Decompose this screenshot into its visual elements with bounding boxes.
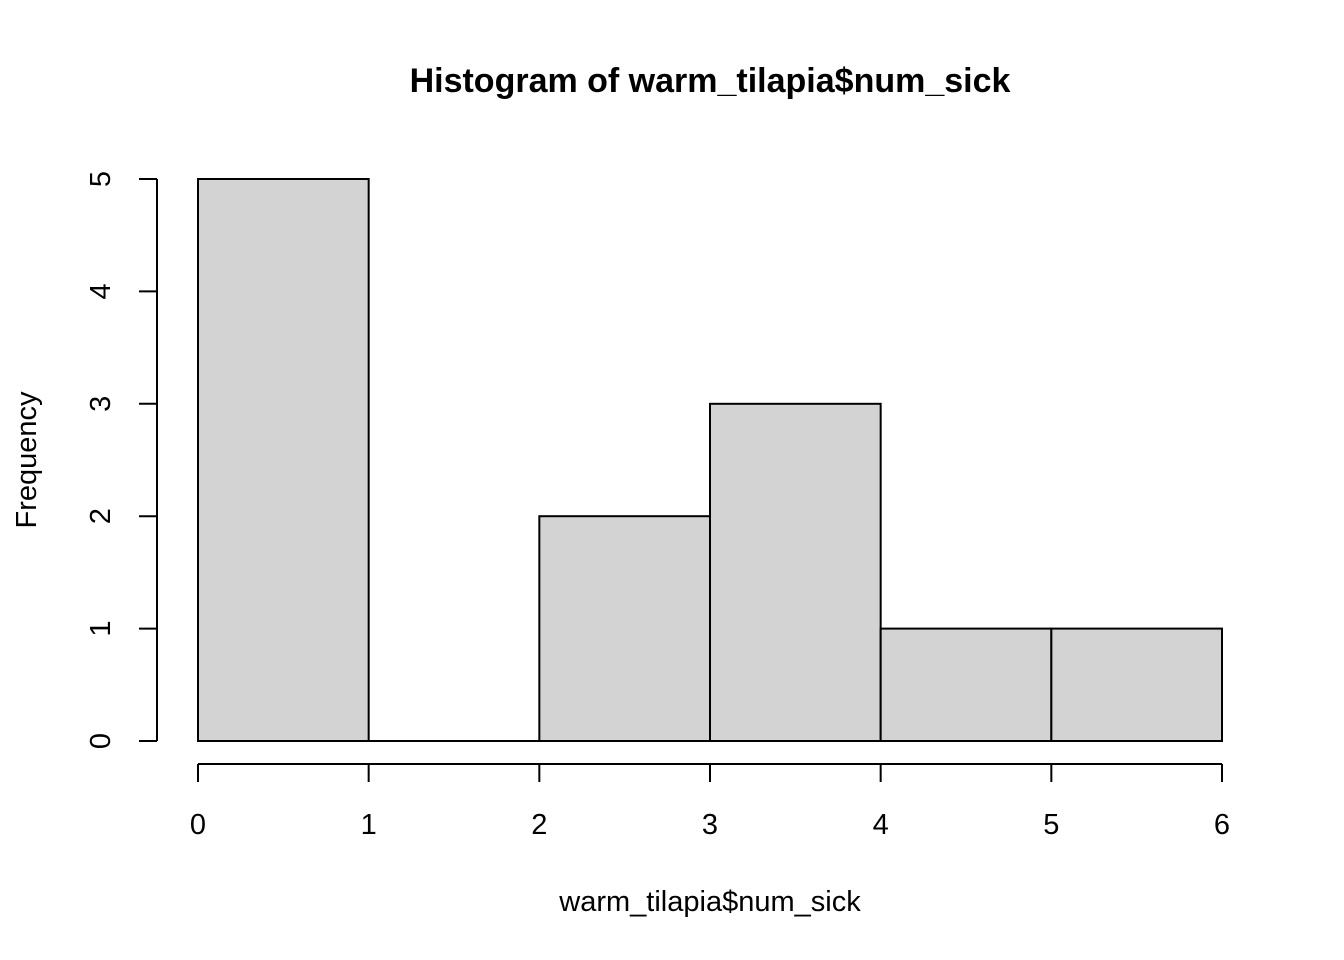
y-tick-label-0: 0	[85, 733, 117, 749]
y-tick-label-1: 1	[85, 621, 117, 637]
y-axis: 0 1 2 3 4 5	[85, 171, 158, 749]
x-tick-label-0: 0	[190, 809, 206, 841]
y-tick-label-4: 4	[85, 283, 117, 299]
x-tick-label-5: 5	[1043, 809, 1059, 841]
x-tick-label-6: 6	[1214, 809, 1230, 841]
chart-title: Histogram of warm_tilapia$num_sick	[410, 62, 1011, 100]
bars-group	[197, 178, 1224, 743]
x-tick-label-1: 1	[361, 809, 377, 841]
y-axis-label: Frequency	[11, 391, 43, 529]
x-tick-label-4: 4	[873, 809, 889, 841]
y-tick-label-2: 2	[85, 508, 117, 524]
x-tick-label-3: 3	[702, 809, 718, 841]
histogram-bar-2	[538, 515, 711, 743]
histogram-bar-3	[709, 402, 882, 742]
y-tick-label-5: 5	[85, 171, 117, 187]
x-axis: 0 1 2 3 4 5 6	[190, 763, 1230, 841]
x-axis-label: warm_tilapia$num_sick	[558, 886, 861, 918]
histogram-bar-0	[197, 178, 370, 742]
histogram-bar-4	[879, 627, 1053, 742]
y-tick-label-3: 3	[85, 396, 117, 412]
histogram-bar-5	[1050, 627, 1224, 742]
x-tick-label-2: 2	[531, 809, 547, 841]
